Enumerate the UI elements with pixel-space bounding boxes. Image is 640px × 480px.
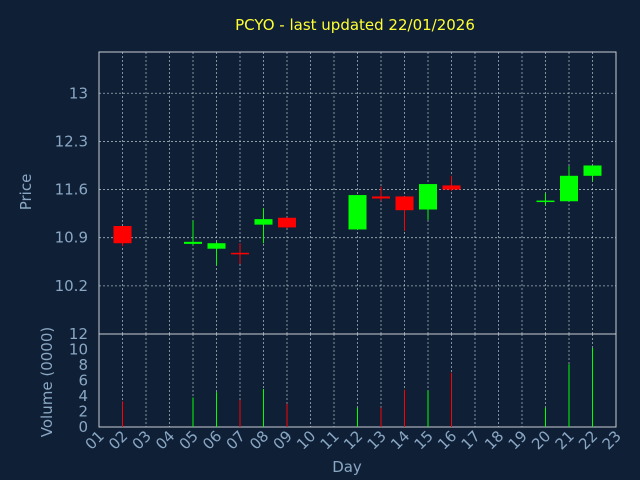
day-tick-label: 09 — [270, 427, 296, 453]
candle-day-8 — [254, 208, 273, 244]
price-candles — [113, 165, 602, 266]
day-tick-label: 12 — [340, 427, 366, 453]
volume-tick-label: 4 — [78, 387, 88, 405]
candle-day-7 — [231, 243, 249, 264]
candle-body — [419, 184, 437, 210]
day-tick-label: 18 — [481, 427, 507, 453]
day-tick-label: 02 — [105, 427, 131, 453]
day-tick-label: 23 — [599, 427, 625, 453]
price-tick-label: 11.6 — [55, 181, 88, 199]
price-tick-label: 10.9 — [55, 229, 88, 247]
candle-day-21 — [560, 166, 578, 202]
day-tick-label: 16 — [434, 427, 460, 453]
volume-tick-label: 2 — [78, 403, 88, 421]
volume-tick-label: 6 — [78, 372, 88, 390]
candle-body — [278, 217, 296, 228]
candle-body — [231, 252, 249, 255]
price-tick-label: 13 — [69, 84, 88, 102]
volume-bars — [122, 347, 593, 427]
day-tick-label: 20 — [528, 427, 554, 453]
volume-tick-label: 8 — [78, 356, 88, 374]
day-tick-label: 08 — [246, 427, 272, 453]
candle-body — [442, 185, 461, 190]
day-tick-label: 19 — [505, 427, 531, 453]
candle-body — [560, 175, 578, 202]
candle-body — [348, 195, 367, 230]
candle-day-5 — [184, 220, 202, 246]
candle-body — [395, 196, 414, 211]
day-axis-title: Day — [332, 458, 362, 476]
candle-day-16 — [442, 175, 461, 191]
volume-tick-label: 12 — [69, 325, 88, 343]
candle-day-9 — [278, 217, 296, 229]
day-tick-label: 10 — [293, 427, 319, 453]
price-grid — [99, 52, 616, 334]
day-tick-label: 21 — [552, 427, 578, 453]
candle-day-20 — [536, 193, 555, 206]
day-tick-label: 11 — [317, 427, 343, 453]
candle-day-6 — [207, 241, 226, 266]
day-tick-label: 04 — [152, 427, 178, 453]
price-tick-label: 12.3 — [55, 132, 88, 150]
volume-tick-label: 10 — [69, 341, 88, 359]
price-tick-label: 10.2 — [55, 277, 88, 295]
day-tick-label: 03 — [129, 427, 155, 453]
day-tick-label: 17 — [458, 427, 484, 453]
volume-axis-title: Volume (0000) — [38, 327, 56, 437]
candle-day-14 — [395, 196, 414, 231]
day-tick-label: 14 — [387, 427, 413, 453]
candle-body — [113, 226, 132, 244]
candle-body — [254, 219, 273, 225]
candle-body — [372, 196, 390, 199]
candle-day-12 — [348, 195, 367, 230]
chart-title: PCYO - last updated 22/01/2026 — [235, 16, 475, 34]
price-axis-title: Price — [17, 174, 35, 211]
price-axis-ticks: 10.2 10.9 11.6 12.3 13 — [55, 84, 88, 295]
day-axis-ticks: 0102030405060708091011121314151617181920… — [82, 427, 625, 453]
day-tick-label: 05 — [176, 427, 202, 453]
day-tick-label: 07 — [223, 427, 249, 453]
candle-body — [207, 243, 226, 249]
candle-body — [184, 241, 202, 244]
candle-day-2 — [113, 226, 132, 246]
day-tick-label: 15 — [411, 427, 437, 453]
candle-day-15 — [419, 184, 437, 220]
candle-day-22 — [583, 165, 602, 182]
volume-tick-label: 0 — [78, 418, 88, 436]
candle-body — [536, 200, 555, 203]
candle-body — [583, 165, 602, 176]
day-tick-label: 06 — [199, 427, 225, 453]
day-tick-label: 22 — [575, 427, 601, 453]
day-tick-label: 13 — [364, 427, 390, 453]
candle-day-13 — [372, 186, 390, 201]
